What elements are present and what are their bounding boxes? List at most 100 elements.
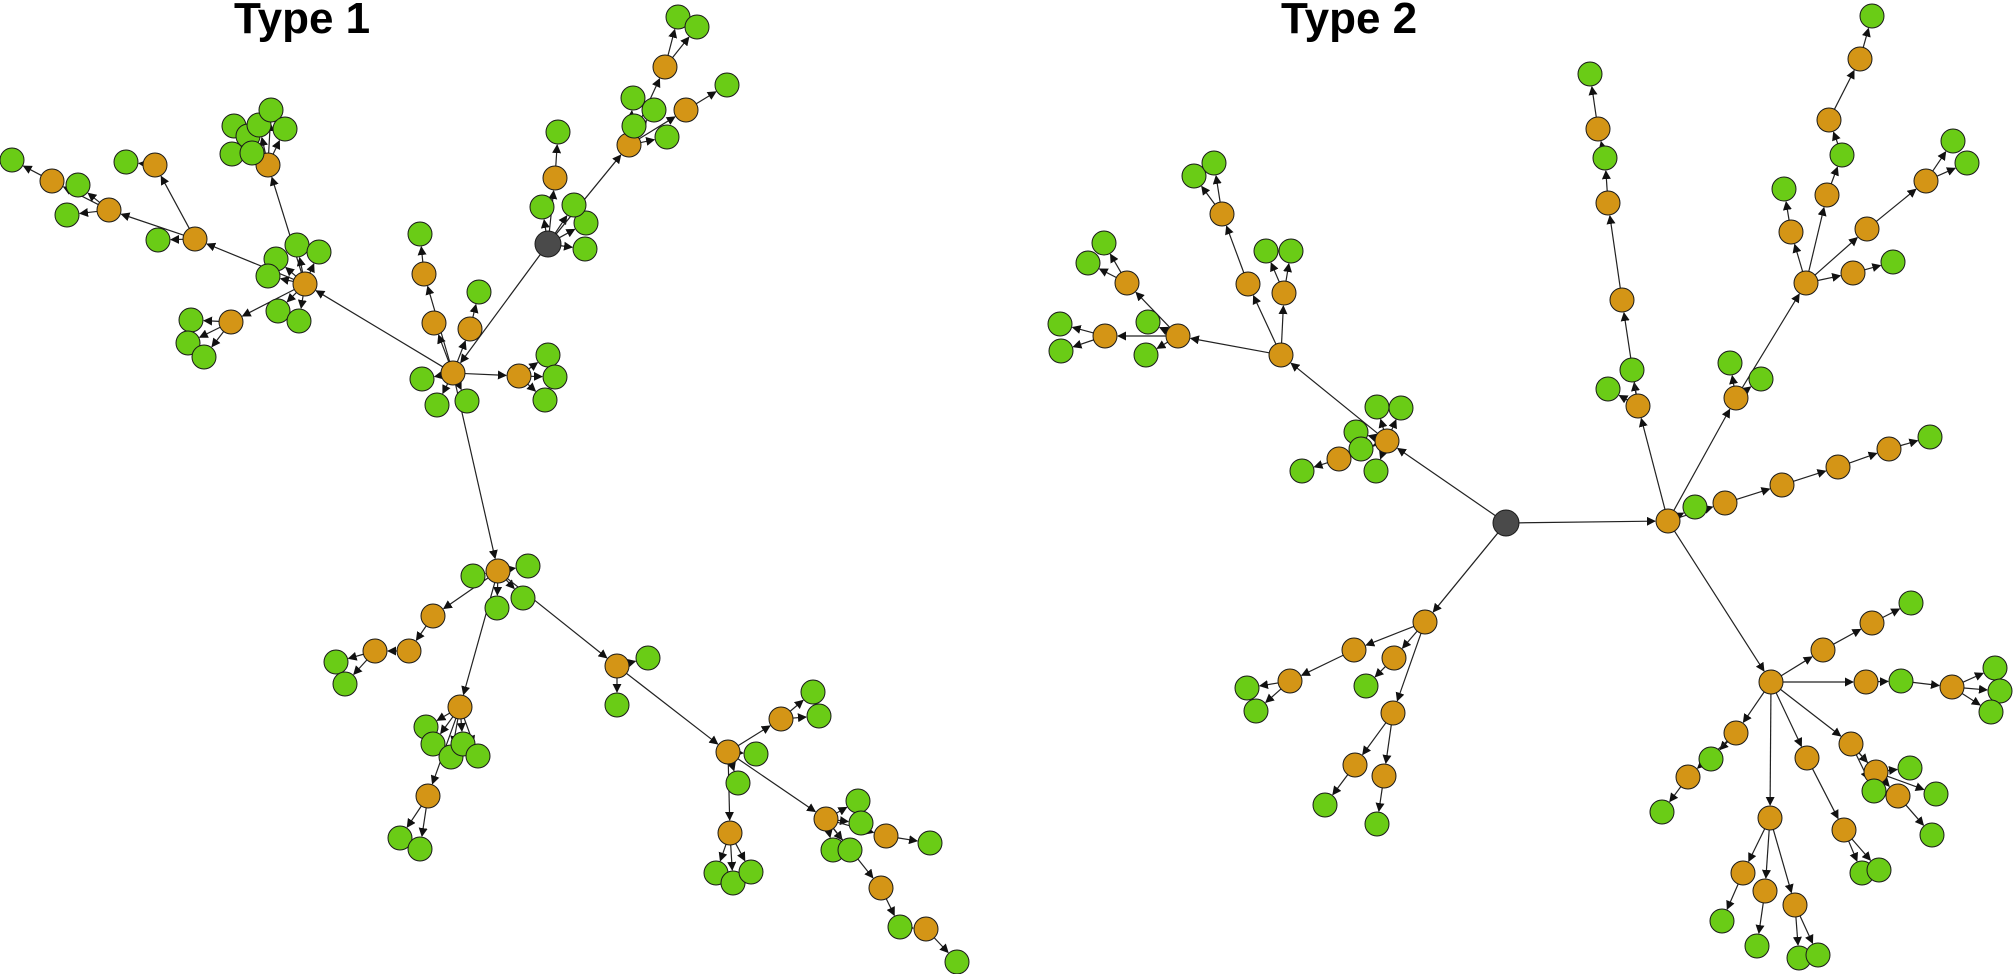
internal-node-b2o6 <box>1712 490 1738 516</box>
edge-B2-G2 <box>1673 530 1765 672</box>
internal-node-f2o2 <box>1814 182 1840 208</box>
edge-d1o1-d1g3 <box>259 136 269 154</box>
leaf-node-d1g10 <box>65 172 91 198</box>
panel-title-type-2: Type 2 <box>1281 0 1418 43</box>
edge-D1-d1g17 <box>286 292 297 303</box>
leaf-node-e1g3 <box>484 595 510 621</box>
internal-node-b1o4 <box>506 363 532 389</box>
edge-G2-g2o8 <box>1742 691 1765 724</box>
internal-node-b2o3 <box>1595 190 1621 216</box>
internal-node-E2 <box>1412 609 1438 635</box>
leaf-node-b1g8 <box>532 387 558 413</box>
leaf-node-e1g11 <box>465 743 491 769</box>
leaf-node-g2g15 <box>1744 933 1770 959</box>
edge-G1-g1o2 <box>724 763 734 821</box>
leaf-node-c2g2 <box>1364 394 1390 420</box>
edge-E2-e2o1 <box>1365 625 1415 647</box>
leaf-node-d2g5 <box>1135 309 1161 335</box>
leaf-node-c2g6 <box>1289 458 1315 484</box>
edge-C1-c1g2 <box>640 136 656 146</box>
leaf-node-d2g8 <box>1201 150 1227 176</box>
edge-F2-f2o1 <box>1792 243 1804 272</box>
edge-f2o6-f2g4 <box>1932 151 1947 172</box>
edge-g1o2-g1g7 <box>735 843 746 862</box>
edge-G2-g2o12 <box>1765 693 1775 806</box>
edge-F2-f2o5 <box>1814 237 1858 276</box>
leaf-node-h1g5 <box>917 830 943 856</box>
edge-B1-b1o4 <box>464 370 507 380</box>
edge-D1-d1g13 <box>296 256 306 273</box>
edge-b2o9-b2g8 <box>1900 438 1919 448</box>
internal-node-b2o2 <box>1609 287 1635 313</box>
leaf-node-g2g9 <box>1861 778 1887 804</box>
edge-d1o5-d1g9 <box>22 165 42 176</box>
internal-node-b2o5 <box>1723 385 1749 411</box>
edge-e2o1-e2o2 <box>1300 654 1344 676</box>
leaf-node-a1g1 <box>529 194 555 220</box>
internal-node-D1 <box>292 271 318 297</box>
edge-c1o1-c1g4 <box>667 28 678 56</box>
internal-node-g2o11 <box>1831 817 1857 843</box>
edge-f2o5-f2o6 <box>1875 188 1917 222</box>
internal-node-f2o3 <box>1816 107 1842 133</box>
edge-b1o1-b1g1 <box>417 246 427 263</box>
leaf-node-g1g1 <box>800 679 826 705</box>
edge-D1-d1g15 <box>285 266 297 277</box>
edge-e2o3-e2g3 <box>1374 666 1386 678</box>
edge-F1-f1g1 <box>626 658 637 668</box>
edge-g2o4-g2g4 <box>1963 684 1988 694</box>
leaf-node-f2g1 <box>1771 176 1797 202</box>
internal-node-d2o1 <box>1165 323 1191 349</box>
internal-node-g2o15 <box>1782 892 1808 918</box>
root-node-A2 <box>1492 509 1520 537</box>
edge-g2o12-g2o15 <box>1772 829 1794 894</box>
leaf-node-g2g4 <box>1987 678 2013 704</box>
root-node-A1 <box>534 230 562 258</box>
leaf-node-f2g2 <box>1829 142 1855 168</box>
leaf-node-c2g5 <box>1363 458 1389 484</box>
leaf-node-g2g5 <box>1978 699 2004 725</box>
edge-b2g3-b2o4 <box>1598 140 1608 151</box>
leaf-node-d1g12 <box>145 227 171 253</box>
leaf-node-d1g8 <box>113 149 139 175</box>
edge-e2o6-e2g5 <box>1375 787 1385 813</box>
leaf-node-g1g2 <box>806 703 832 729</box>
edge-H1-h1g1 <box>836 806 848 816</box>
internal-node-g2o8 <box>1723 720 1749 746</box>
edge-g2o11-g2g13 <box>1851 838 1872 861</box>
internal-node-b1o2 <box>421 310 447 336</box>
edge-C1-c1o2 <box>638 116 676 140</box>
leaf-node-b1g6 <box>535 342 561 368</box>
leaf-node-e1g13 <box>407 836 433 862</box>
leaf-node-c1g5 <box>684 14 710 40</box>
edge-B1-b1o2 <box>437 334 450 362</box>
leaf-node-f2g5 <box>1954 150 1980 176</box>
internal-node-d2o2 <box>1092 323 1118 349</box>
leaf-node-g2g14 <box>1709 908 1735 934</box>
edge-A2-B2 <box>1518 516 1656 526</box>
edge-A1-a1g1 <box>540 218 550 232</box>
edge-g2o12-g2o13 <box>1748 828 1766 863</box>
leaf-node-g2g17 <box>1805 942 1831 968</box>
leaf-node-e2g1 <box>1234 675 1260 701</box>
edge-A1-B1 <box>460 254 541 364</box>
edge-c2o1-c2g6 <box>1313 460 1328 469</box>
edge-h1o3-h1g7 <box>933 937 949 954</box>
edge-B2-b2g7 <box>1674 512 1685 521</box>
leaf-node-g2g8 <box>1919 822 1945 848</box>
leaf-node-c2g4 <box>1348 436 1374 462</box>
internal-node-d2o3 <box>1114 270 1140 296</box>
edges <box>22 27 1988 954</box>
edge-b2o4-b2g4 <box>1588 85 1598 118</box>
internal-node-G1 <box>715 739 741 765</box>
edge-G1-g1o1 <box>737 725 771 747</box>
leaf-node-a1g5 <box>545 119 571 145</box>
internal-node-c1o1 <box>652 54 678 80</box>
internal-node-b2o8 <box>1825 454 1851 480</box>
edge-d2o1-d2g6 <box>1156 340 1168 349</box>
internal-node-e2o5 <box>1342 752 1368 778</box>
leaf-node-g1g7 <box>738 859 764 885</box>
edge-b2o2-b2o3 <box>1606 214 1621 289</box>
edge-D1-d1g18 <box>297 295 307 310</box>
